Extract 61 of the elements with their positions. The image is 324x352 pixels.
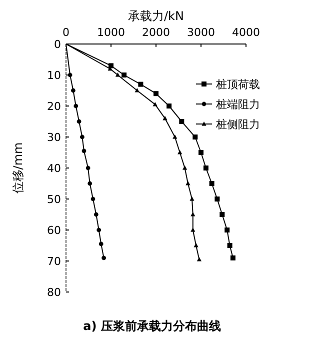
point xyxy=(194,243,198,248)
legend-label: 桩侧阻力 xyxy=(215,118,260,131)
y-tick-label: 10 xyxy=(47,69,61,82)
point xyxy=(182,166,188,170)
point xyxy=(166,104,172,108)
point xyxy=(190,196,194,201)
y-tick-label: 40 xyxy=(47,162,61,175)
point xyxy=(94,212,98,217)
point xyxy=(214,196,220,202)
x-tick-label: 4000 xyxy=(232,26,260,39)
y-tick-label: 20 xyxy=(47,100,61,113)
point xyxy=(220,212,225,217)
point xyxy=(98,242,104,246)
point xyxy=(186,181,190,186)
point xyxy=(71,88,76,93)
point xyxy=(172,134,178,139)
point xyxy=(138,82,144,87)
point xyxy=(224,228,230,232)
legend-label: 桩顶荷载 xyxy=(215,78,260,91)
point xyxy=(115,72,120,77)
y-axis-title: 位移/mm xyxy=(11,142,25,194)
point xyxy=(209,181,214,186)
point xyxy=(80,134,84,140)
point xyxy=(227,243,232,248)
point xyxy=(86,166,90,170)
y-tick-label: 80 xyxy=(47,286,61,299)
point xyxy=(68,72,72,78)
point xyxy=(122,72,127,78)
y-tick-label: 50 xyxy=(47,193,61,206)
y-tick-label: 60 xyxy=(47,224,61,237)
point xyxy=(74,104,78,108)
point xyxy=(203,166,208,170)
point xyxy=(190,228,196,232)
point xyxy=(196,256,202,262)
point xyxy=(90,196,96,202)
point xyxy=(88,181,92,186)
x-tick-label: 3000 xyxy=(187,26,215,39)
y-tick-label: 70 xyxy=(47,255,61,268)
text: a) 压浆前承载力分布曲线 xyxy=(83,319,221,333)
point xyxy=(134,88,140,92)
point xyxy=(230,255,236,260)
point xyxy=(76,119,82,124)
legend-label: 桩端阻力 xyxy=(215,98,260,111)
x-tick-label: 2000 xyxy=(142,26,170,39)
x-axis-title: 承载力/kN xyxy=(128,9,184,23)
point xyxy=(108,63,114,68)
point xyxy=(198,150,204,155)
point xyxy=(190,212,196,216)
x-tick-label: 0 xyxy=(62,26,70,39)
point xyxy=(82,148,86,154)
y-tick-label: 0 xyxy=(54,38,61,51)
point xyxy=(102,256,106,260)
point xyxy=(178,150,182,154)
point xyxy=(179,119,184,124)
point xyxy=(152,102,158,106)
y-tick-label: 30 xyxy=(47,131,61,144)
x-tick-label: 1000 xyxy=(97,26,125,39)
point xyxy=(162,116,168,120)
point xyxy=(192,134,198,140)
point xyxy=(154,91,158,96)
point xyxy=(96,228,102,232)
